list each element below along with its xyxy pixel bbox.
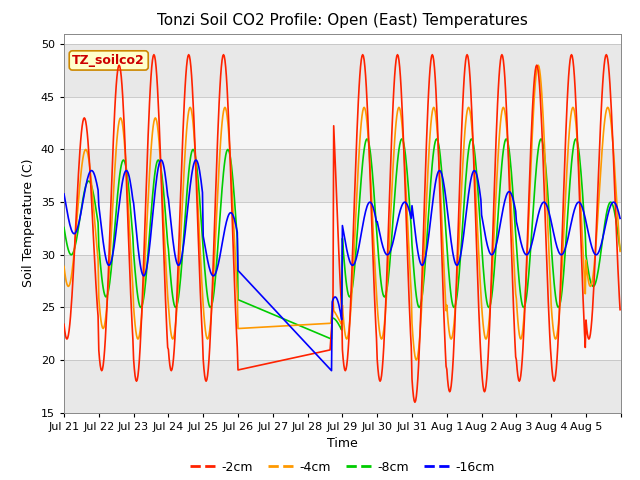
Bar — [64, 360, 621, 413]
X-axis label: Time: Time — [327, 437, 358, 450]
Bar — [64, 308, 621, 360]
Y-axis label: Soil Temperature (C): Soil Temperature (C) — [22, 159, 35, 288]
Bar — [64, 255, 621, 308]
Bar — [64, 97, 621, 149]
Bar — [64, 202, 621, 255]
Title: Tonzi Soil CO2 Profile: Open (East) Temperatures: Tonzi Soil CO2 Profile: Open (East) Temp… — [157, 13, 528, 28]
Legend: -2cm, -4cm, -8cm, -16cm: -2cm, -4cm, -8cm, -16cm — [186, 456, 499, 479]
Bar — [64, 149, 621, 202]
Text: TZ_soilco2: TZ_soilco2 — [72, 54, 145, 67]
Bar — [64, 44, 621, 97]
